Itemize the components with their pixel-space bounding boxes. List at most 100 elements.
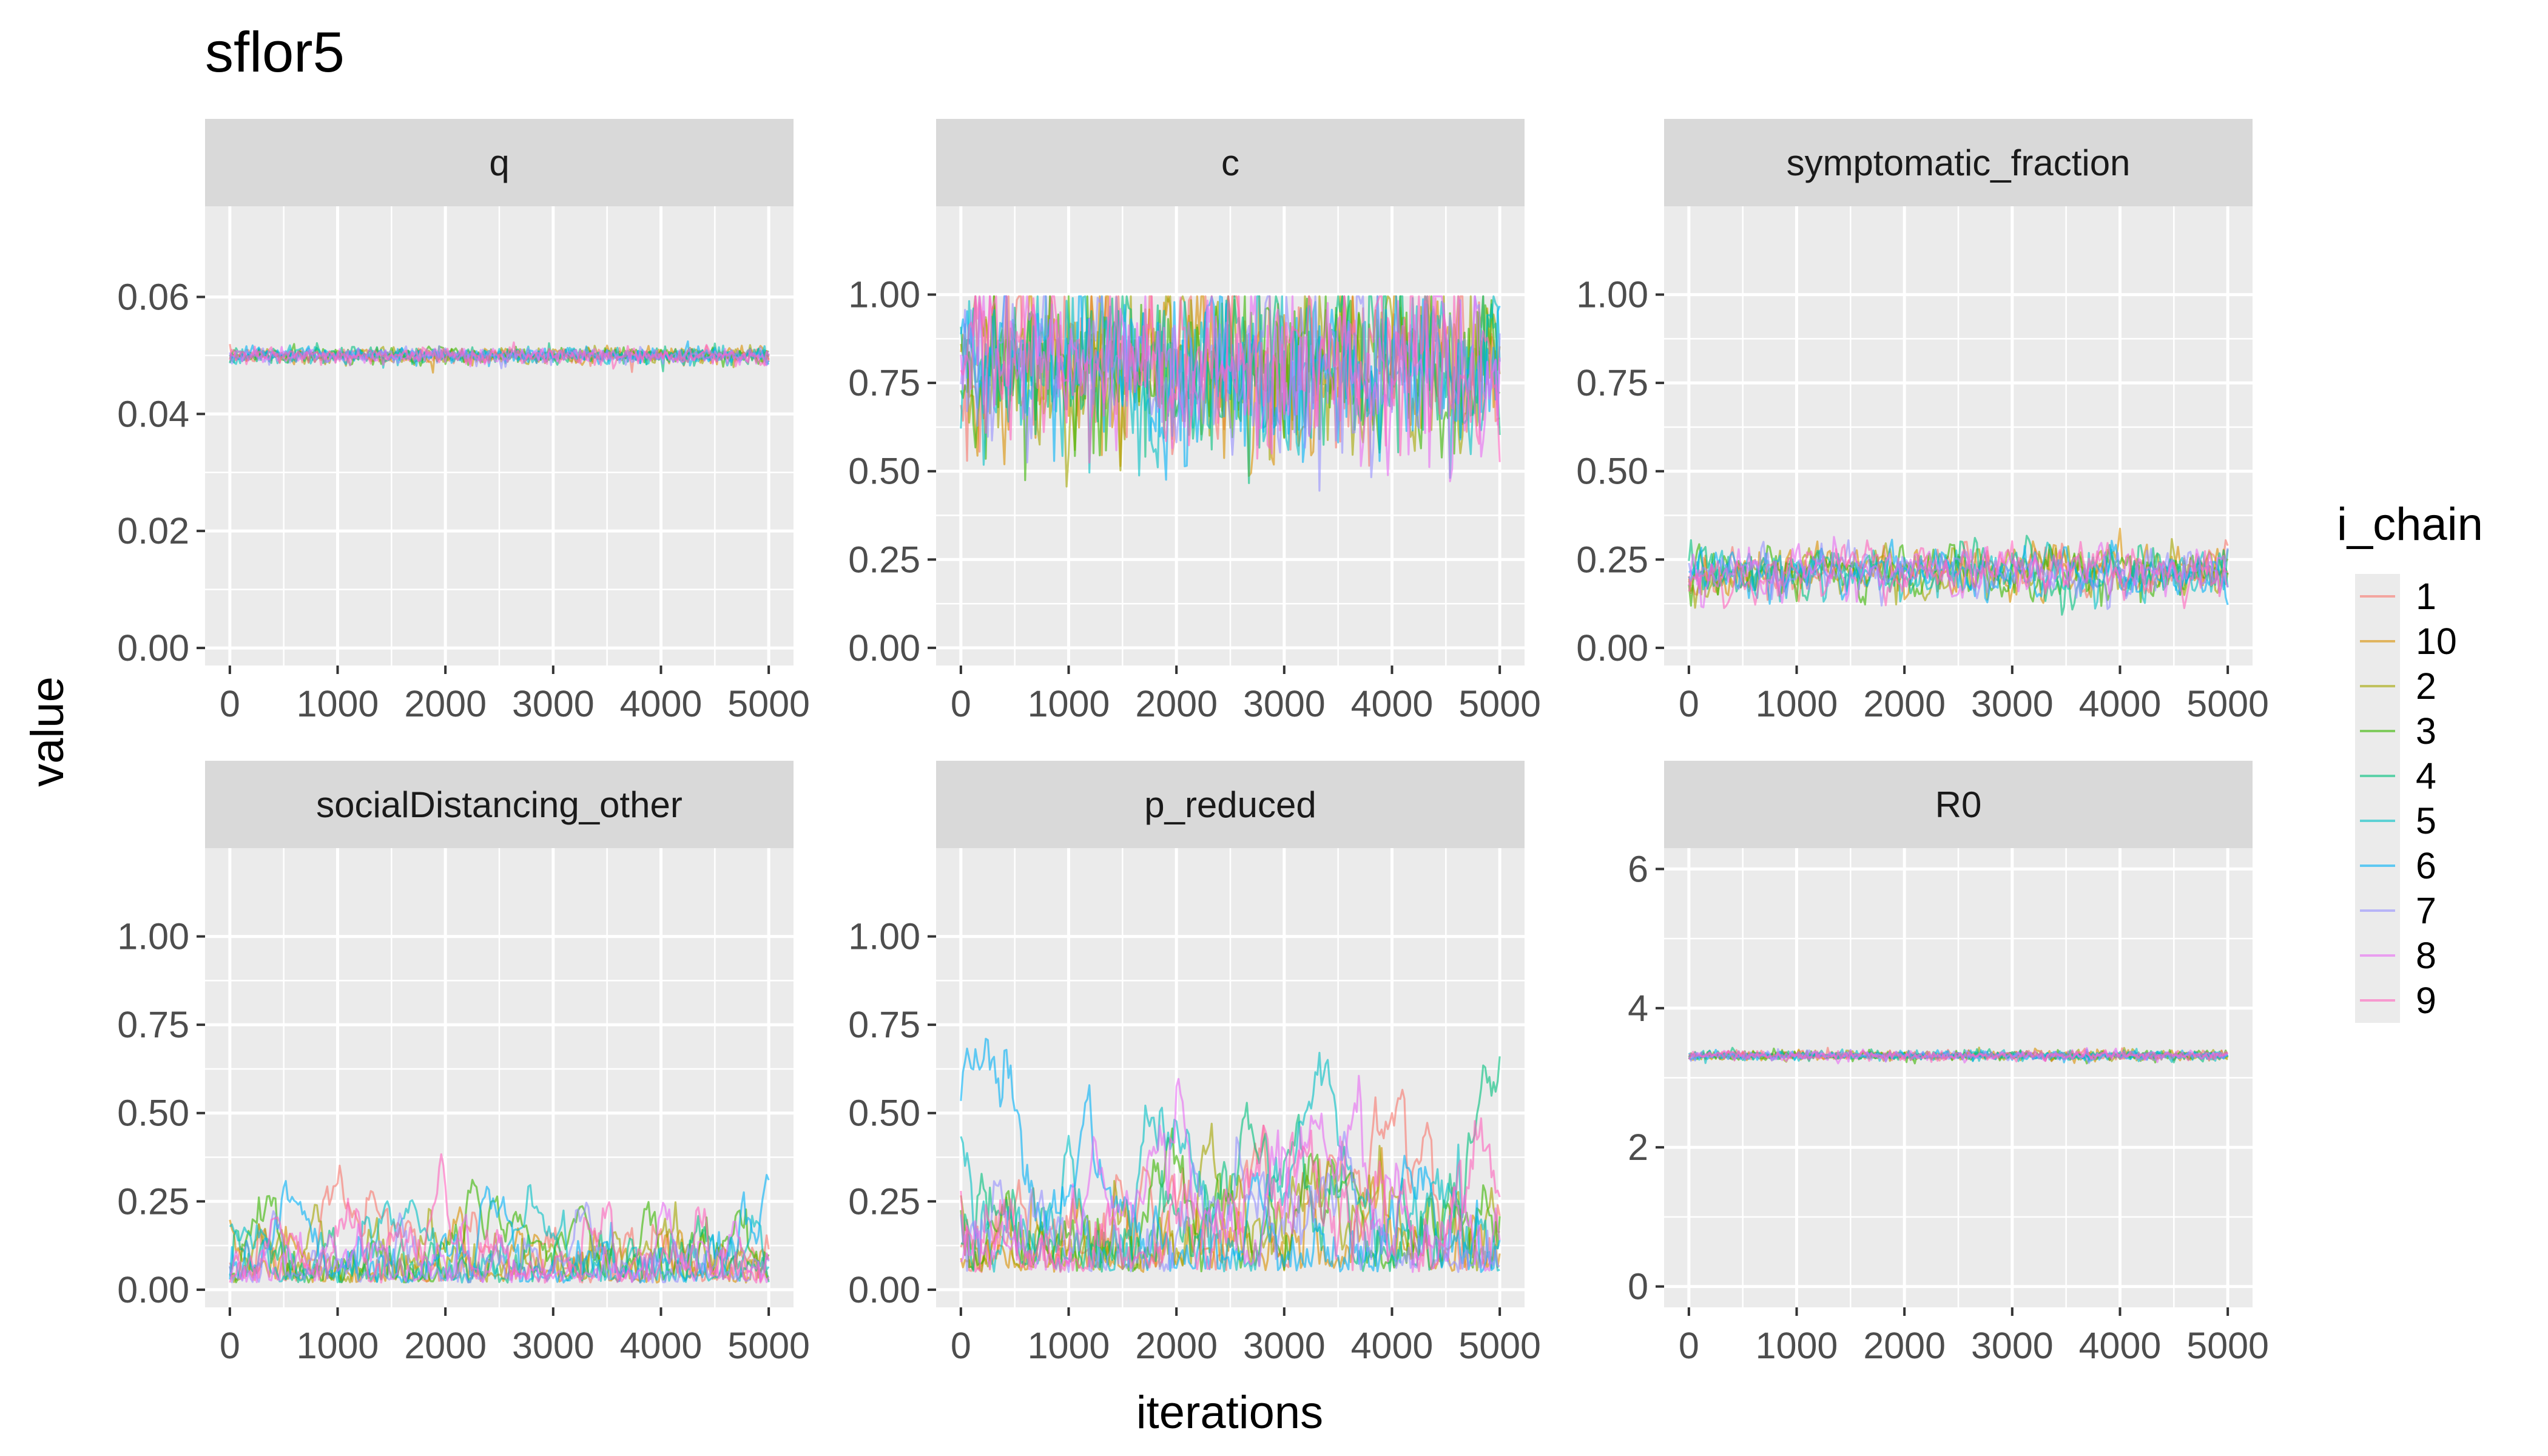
y-axis-title: value [22, 676, 73, 787]
facet-panel: R0 0 2 4 6 0 1000 2000 3000 4000 5000 [1628, 761, 2269, 1366]
x-tick-label: 1000 [297, 1325, 379, 1366]
facet-strip [205, 119, 794, 206]
chain-trace-9 [960, 295, 1501, 464]
legend-label: 4 [2416, 755, 2436, 797]
x-tick-label: 5000 [2186, 683, 2269, 724]
x-tick-label: 2000 [404, 1325, 487, 1366]
x-tick-label: 3000 [1243, 1325, 1326, 1366]
x-tick-label: 5000 [1458, 683, 1541, 724]
y-tick-label: 0.25 [848, 1181, 920, 1222]
y-tick-label: 0.04 [117, 393, 189, 434]
y-tick-label: 0.25 [1576, 539, 1648, 580]
chain-trace-9 [960, 1117, 1501, 1273]
chain-trace-6 [960, 1037, 1501, 1273]
facet-panel: q 0.00 0.02 0.04 0.06 0 1000 2000 3000 4000 5000 [117, 119, 810, 724]
chain-trace-6 [1688, 538, 2229, 605]
facet-strip [936, 761, 1525, 848]
chain-trace-9 [229, 1153, 770, 1284]
legend-title: i_chain [2337, 499, 2483, 550]
facet-strip [205, 761, 794, 848]
y-tick-label: 0.00 [848, 627, 920, 669]
y-tick-label: 2 [1628, 1127, 1648, 1168]
chain-trace-7 [960, 1131, 1500, 1273]
y-tick-label: 4 [1628, 988, 1648, 1029]
trace-lines [1688, 1046, 2229, 1065]
facet-strip [1664, 119, 2253, 206]
facet-panels: q0.000.020.040.060 1000 2000 3000 4000 5000c0… [117, 119, 2269, 1366]
y-tick-label: 0.50 [117, 1093, 189, 1134]
facet-strip [936, 119, 1525, 206]
y-tick-label: 0 [1628, 1266, 1648, 1307]
x-tick-label: 3000 [512, 683, 595, 724]
x-tick-label: 1000 [1756, 683, 1838, 724]
legend-label: 1 [2416, 576, 2436, 617]
y-tick-label: 0.75 [848, 362, 920, 403]
facet-strip-label: c [1221, 143, 1239, 183]
x-tick-label: 5000 [727, 683, 810, 724]
x-tick-label: 3000 [1971, 683, 2054, 724]
trace-lines [229, 340, 770, 374]
y-tick-label: 1.00 [848, 274, 920, 315]
y-tick-label: 0.02 [117, 510, 189, 551]
x-tick-label: 1000 [1028, 683, 1110, 724]
x-tick-label: 4000 [620, 683, 703, 724]
x-tick-label: 1000 [1756, 1325, 1838, 1366]
facet-panel: socialDistancing_other 0.00 0.25 0.50 0.75 1.… [117, 761, 810, 1366]
x-tick-label: 2000 [1863, 683, 1946, 724]
x-tick-label: 0 [1679, 1325, 1699, 1366]
y-tick-label: 0.75 [848, 1004, 920, 1045]
x-tick-label: 5000 [727, 1325, 810, 1366]
x-tick-label: 2000 [1135, 683, 1218, 724]
y-tick-label: 6 [1628, 848, 1648, 889]
y-tick-label: 0.00 [848, 1269, 920, 1310]
facet-strip-label: symptomatic_fraction [1787, 143, 2131, 183]
y-tick-label: 0.06 [117, 276, 189, 317]
x-tick-label: 2000 [1863, 1325, 1946, 1366]
x-tick-label: 4000 [620, 1325, 703, 1366]
trace-lines [229, 1153, 770, 1284]
y-tick-label: 0.00 [1576, 627, 1648, 669]
x-tick-label: 3000 [1243, 683, 1326, 724]
trace-lines [960, 1037, 1501, 1273]
y-tick-label: 0.75 [117, 1004, 189, 1045]
facet-strip-label: q [489, 143, 509, 183]
legend-label: 7 [2416, 890, 2436, 931]
x-tick-label: 0 [951, 1325, 971, 1366]
y-tick-label: 0.50 [848, 451, 920, 492]
facet-strip-label: p_reduced [1144, 784, 1316, 825]
y-tick-label: 0.25 [848, 539, 920, 580]
legend-label: 5 [2416, 800, 2436, 841]
x-tick-label: 4000 [2079, 683, 2162, 724]
x-tick-label: 4000 [1351, 1325, 1434, 1366]
legend-label: 3 [2416, 710, 2436, 752]
y-tick-label: 0.50 [848, 1093, 920, 1134]
y-tick-label: 0.50 [1576, 451, 1648, 492]
facet-panel: c 0.00 0.25 0.50 0.75 1.00 0 1000 2000 3000 4000 50… [848, 119, 1541, 724]
x-tick-label: 0 [951, 683, 971, 724]
x-tick-label: 3000 [512, 1325, 595, 1366]
chain-trace-5 [960, 1051, 1500, 1273]
x-tick-label: 2000 [1135, 1325, 1218, 1366]
y-tick-label: 1.00 [117, 916, 189, 957]
chain-trace-9 [1688, 1049, 2229, 1063]
facet-panel: symptomatic_fraction 0.00 0.25 0.50 0.75 1.00… [1576, 119, 2269, 724]
y-tick-label: 1.00 [848, 916, 920, 957]
x-tick-label: 0 [1679, 683, 1699, 724]
x-tick-label: 0 [220, 683, 240, 724]
y-tick-label: 0.25 [117, 1181, 189, 1222]
facet-strip-label: socialDistancing_other [316, 784, 682, 825]
legend-label: 8 [2416, 935, 2436, 976]
y-tick-label: 0.00 [117, 627, 189, 669]
x-tick-label: 2000 [404, 683, 487, 724]
x-axis-title: iterations [1136, 1387, 1323, 1438]
chain-trace-9 [1688, 539, 2228, 610]
facet-strip [1664, 761, 2253, 848]
x-tick-label: 5000 [2186, 1325, 2269, 1366]
y-tick-label: 0.00 [117, 1269, 189, 1310]
facet-panel: p_reduced 0.00 0.25 0.50 0.75 1.00 0 1000 2000 30… [848, 761, 1541, 1366]
legend-label: 10 [2416, 621, 2457, 662]
y-tick-label: 1.00 [1576, 274, 1648, 315]
y-tick-label: 0.75 [1576, 362, 1648, 403]
